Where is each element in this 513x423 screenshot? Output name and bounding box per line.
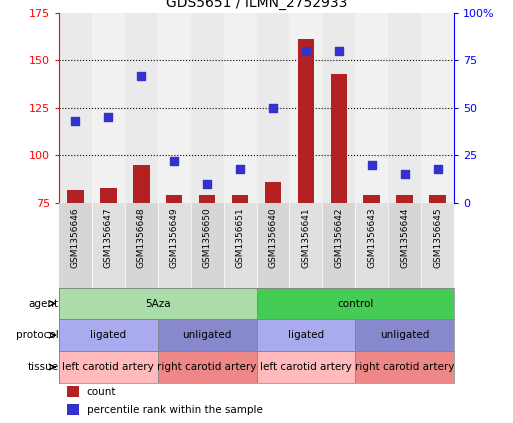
Bar <box>59 203 92 288</box>
Text: unligated: unligated <box>380 330 429 340</box>
Point <box>71 118 80 125</box>
Bar <box>100 188 116 203</box>
Text: ligated: ligated <box>90 330 126 340</box>
Text: GSM1356644: GSM1356644 <box>400 207 409 268</box>
Bar <box>59 13 92 203</box>
Text: GSM1356645: GSM1356645 <box>433 207 442 268</box>
Text: GSM1356643: GSM1356643 <box>367 207 376 268</box>
Bar <box>355 319 454 351</box>
Bar <box>421 203 454 288</box>
Point <box>269 104 277 111</box>
Text: ligated: ligated <box>288 330 324 340</box>
Bar <box>157 13 191 203</box>
Text: GSM1356651: GSM1356651 <box>235 207 245 268</box>
Text: GSM1356646: GSM1356646 <box>71 207 80 268</box>
Bar <box>158 203 191 288</box>
Text: right carotid artery: right carotid artery <box>157 362 257 372</box>
Bar <box>67 387 79 397</box>
Bar <box>256 288 454 319</box>
Bar <box>224 13 256 203</box>
Text: right carotid artery: right carotid artery <box>355 362 455 372</box>
Point <box>401 171 409 178</box>
Point <box>170 158 179 165</box>
Bar <box>256 351 355 383</box>
Text: GSM1356650: GSM1356650 <box>203 207 212 268</box>
Bar <box>199 195 215 203</box>
Bar <box>158 319 256 351</box>
Text: tissue: tissue <box>28 362 59 372</box>
Bar <box>158 351 256 383</box>
Text: GSM1356640: GSM1356640 <box>268 207 278 268</box>
Point <box>104 114 112 121</box>
Text: count: count <box>87 387 116 397</box>
Bar <box>429 195 446 203</box>
Bar <box>355 203 388 288</box>
Bar <box>191 203 224 288</box>
Bar <box>67 190 84 203</box>
Bar <box>224 203 256 288</box>
Bar <box>265 182 281 203</box>
Bar <box>421 13 454 203</box>
Bar <box>330 74 347 203</box>
Point <box>302 47 310 54</box>
Text: GSM1356648: GSM1356648 <box>137 207 146 268</box>
Bar <box>388 203 421 288</box>
Bar <box>92 203 125 288</box>
Text: percentile rank within the sample: percentile rank within the sample <box>87 405 263 415</box>
Bar <box>166 195 183 203</box>
Point <box>236 165 244 172</box>
Point <box>334 47 343 54</box>
Point <box>203 181 211 187</box>
Bar <box>388 13 421 203</box>
Text: control: control <box>337 299 373 308</box>
Bar <box>289 203 322 288</box>
Bar <box>133 165 149 203</box>
Title: GDS5651 / ILMN_2752933: GDS5651 / ILMN_2752933 <box>166 0 347 10</box>
Bar <box>256 203 289 288</box>
Text: protocol: protocol <box>16 330 59 340</box>
Bar <box>125 203 158 288</box>
Bar <box>191 13 224 203</box>
Point <box>433 165 442 172</box>
Bar <box>92 13 125 203</box>
Point <box>368 162 376 168</box>
Bar <box>289 13 322 203</box>
Bar <box>125 13 157 203</box>
Bar <box>256 13 289 203</box>
Text: left carotid artery: left carotid artery <box>63 362 154 372</box>
Bar <box>322 203 355 288</box>
Point <box>137 72 145 79</box>
Bar <box>232 195 248 203</box>
Text: left carotid artery: left carotid artery <box>260 362 352 372</box>
Bar <box>298 39 314 203</box>
Text: GSM1356641: GSM1356641 <box>301 207 310 268</box>
Bar <box>364 195 380 203</box>
Bar <box>397 195 413 203</box>
Bar <box>355 351 454 383</box>
Text: GSM1356642: GSM1356642 <box>334 207 343 268</box>
Text: GSM1356649: GSM1356649 <box>170 207 179 268</box>
Text: GSM1356647: GSM1356647 <box>104 207 113 268</box>
Text: 5Aza: 5Aza <box>145 299 170 308</box>
Bar <box>59 288 256 319</box>
Bar <box>59 351 158 383</box>
Bar <box>59 319 158 351</box>
Text: agent: agent <box>29 299 59 308</box>
Text: unligated: unligated <box>183 330 232 340</box>
Bar <box>322 13 355 203</box>
Bar <box>67 404 79 415</box>
Bar <box>355 13 388 203</box>
Bar <box>256 319 355 351</box>
